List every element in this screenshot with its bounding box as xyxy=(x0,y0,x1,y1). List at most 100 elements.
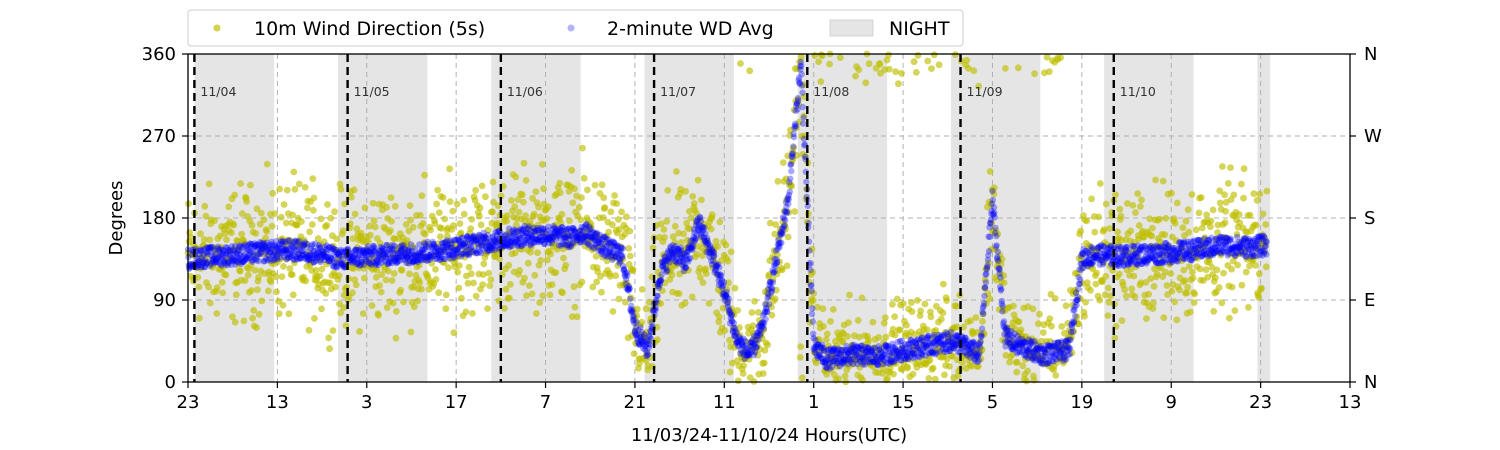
wd2min-point xyxy=(1066,351,1074,358)
wd2min-point xyxy=(978,325,986,332)
wd5s-point xyxy=(1234,261,1241,269)
wd5s-point xyxy=(815,336,823,343)
wd5s-point xyxy=(680,250,688,257)
wd2min-point xyxy=(624,272,631,279)
wd2min-point xyxy=(989,196,996,204)
wd5s-point xyxy=(213,310,221,317)
wd2min-point xyxy=(223,250,230,257)
wd5s-point xyxy=(1147,275,1155,282)
wd5s-point xyxy=(987,200,994,208)
wd5s-point xyxy=(197,230,204,238)
wd5s-point xyxy=(1046,338,1054,345)
wd5s-point xyxy=(1250,190,1258,198)
wd5s-point xyxy=(1024,367,1031,375)
wd5s-point xyxy=(896,351,903,359)
wd5s-point xyxy=(591,181,599,189)
wd5s-point xyxy=(1106,225,1113,232)
wd5s-point xyxy=(689,193,697,200)
wd5s-point xyxy=(794,65,801,72)
wd5s-point xyxy=(512,173,520,181)
wd5s-point xyxy=(800,112,808,120)
wd5s-point xyxy=(643,328,651,336)
wd2min-point xyxy=(194,259,201,267)
wd5s-point xyxy=(201,202,209,210)
wd5s-point xyxy=(597,273,604,280)
wd5s-point xyxy=(289,211,297,219)
wd2min-point xyxy=(210,253,217,260)
wd5s-point xyxy=(1107,292,1114,300)
wd5s-point xyxy=(885,51,892,59)
wd2min-point xyxy=(769,279,777,286)
wd5s-point xyxy=(761,346,769,354)
wd5s-point xyxy=(609,221,616,229)
wd2min-point xyxy=(195,256,202,263)
wd5s-point xyxy=(819,305,827,313)
wd5s-point xyxy=(1135,222,1143,229)
wd5s-point xyxy=(387,194,395,202)
wd5s-point xyxy=(515,208,523,216)
wd2min-point xyxy=(774,258,781,265)
wd5s-point xyxy=(895,80,902,88)
wd5s-point xyxy=(1100,226,1108,234)
wd5s-point xyxy=(231,318,239,326)
wd5s-point xyxy=(883,56,891,64)
wd5s-point xyxy=(469,310,476,317)
x-tick-label: 13 xyxy=(266,392,289,413)
wd5s-point xyxy=(680,230,687,238)
wd2min-point xyxy=(187,264,194,271)
wd5s-point xyxy=(972,314,980,321)
wd5s-point xyxy=(1214,229,1221,237)
wd5s-point xyxy=(1219,163,1226,170)
wd5s-point xyxy=(948,344,956,352)
wd5s-point xyxy=(453,200,461,208)
wd5s-point xyxy=(1103,252,1111,259)
wd5s-point xyxy=(947,337,954,344)
wd5s-point xyxy=(1233,231,1241,238)
wd5s-point xyxy=(491,238,499,246)
wd5s-point xyxy=(983,264,991,272)
wd5s-point xyxy=(593,278,600,286)
wd5s-point xyxy=(671,222,679,230)
wd5s-point xyxy=(739,370,747,377)
wd5s-point xyxy=(1228,283,1236,291)
wd2min-point xyxy=(209,258,216,265)
wd5s-point xyxy=(484,305,491,312)
wd5s-point xyxy=(310,206,317,214)
wd5s-point xyxy=(638,286,646,293)
wd2min-point xyxy=(998,285,1005,293)
wd5s-point xyxy=(575,203,583,211)
wd5s-point xyxy=(726,336,733,344)
wd2min-point xyxy=(211,247,218,254)
wd5s-point xyxy=(979,310,987,318)
wd5s-point xyxy=(1201,234,1209,242)
wd5s-point xyxy=(613,200,621,208)
x-tick-label: 15 xyxy=(892,392,915,413)
wd5s-point xyxy=(406,202,414,210)
wd2min-point xyxy=(982,284,989,292)
wd2min-point xyxy=(626,285,633,292)
wd5s-point xyxy=(800,81,807,89)
wd5s-point xyxy=(856,363,864,371)
wd5s-point xyxy=(904,350,912,357)
wd5s-point xyxy=(910,58,918,66)
wd5s-point xyxy=(522,177,530,184)
wd2min-point xyxy=(799,103,806,111)
wd2min-point xyxy=(630,312,638,320)
wd5s-point xyxy=(719,304,727,312)
wd5s-point xyxy=(889,325,897,333)
wd5s-point xyxy=(520,159,528,167)
wd-2min-avg-points xyxy=(184,58,1270,372)
wd2min-point xyxy=(210,258,218,265)
wd5s-point xyxy=(318,265,326,273)
wd5s-point xyxy=(388,218,395,225)
wd2min-point xyxy=(664,267,671,274)
wd2min-point xyxy=(199,263,206,271)
wd2min-point xyxy=(798,71,805,78)
wd5s-point xyxy=(960,323,967,331)
wd5s-point xyxy=(726,368,734,376)
wd5s-point xyxy=(1068,349,1076,357)
wd5s-point xyxy=(860,359,868,367)
wd2min-point xyxy=(196,258,203,266)
wd5s-point xyxy=(979,317,986,325)
wd5s-point xyxy=(976,338,984,345)
